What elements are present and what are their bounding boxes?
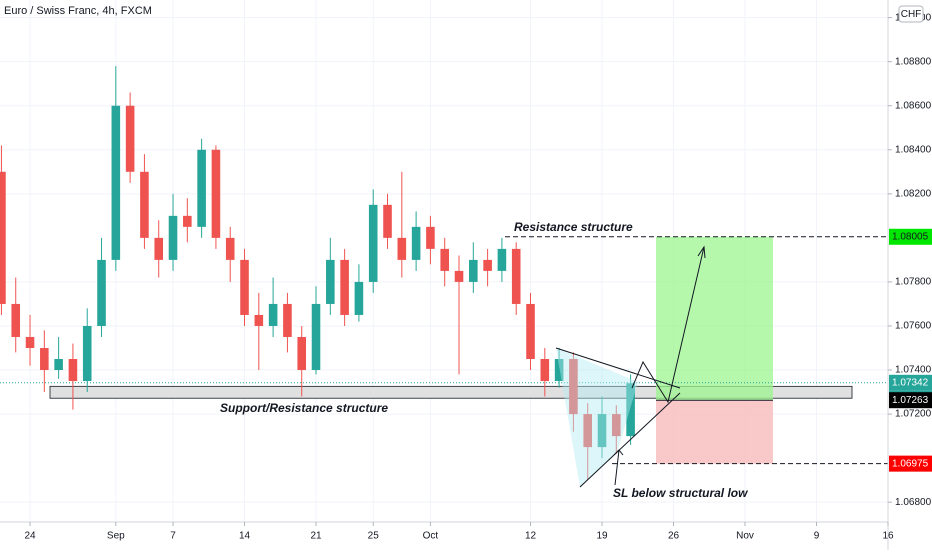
stop-label-bg: [889, 455, 932, 472]
candle-body: [526, 303, 535, 360]
y-tick-label: 1.08400: [895, 144, 932, 155]
candle-body: [0, 171, 6, 304]
candle-body: [569, 359, 578, 415]
candle-body: [368, 204, 378, 282]
candle-body: [454, 270, 464, 282]
candles: [0, 66, 635, 481]
candle-body: [268, 303, 278, 326]
annotation: Resistance structure: [514, 220, 633, 234]
projection-path: [631, 246, 705, 404]
candle-body: [311, 303, 321, 371]
candle-body: [483, 259, 492, 271]
candle-body: [383, 204, 392, 238]
candle-body: [354, 281, 364, 315]
candle-body: [426, 226, 435, 249]
candle-body: [583, 414, 592, 448]
stop-label: 1.06975: [892, 458, 929, 469]
y-tick-label: 1.08800: [895, 56, 932, 67]
candle-body: [440, 248, 450, 271]
pointer: [614, 449, 620, 486]
y-tick-label: 1.08200: [895, 188, 932, 199]
candle-body: [154, 237, 164, 260]
candle-body: [11, 303, 21, 337]
x-tick-label: Sep: [107, 531, 125, 542]
target-label-bg: [889, 228, 932, 245]
candle-body: [82, 325, 92, 382]
candle-body: [211, 149, 221, 238]
x-tick-label: 26: [668, 531, 680, 542]
candle-body: [97, 259, 106, 326]
candle-body: [254, 314, 264, 326]
annotation: Support/Resistance structure: [220, 401, 388, 415]
candle-body: [597, 414, 607, 448]
x-tick-label: 24: [24, 531, 36, 542]
arrow-head: [613, 449, 624, 456]
entry-label: 1.07263: [892, 395, 929, 406]
y-tick-label: 1.06800: [895, 497, 932, 508]
triangle-fill: [556, 348, 638, 487]
y-tick-label: 1.07800: [895, 277, 932, 288]
candle-body: [283, 303, 292, 337]
currency-label: CHF: [901, 9, 922, 20]
y-tick-label: 1.07600: [895, 321, 932, 332]
candle-body: [326, 259, 335, 304]
candle-body: [469, 259, 478, 282]
candle-body: [40, 348, 49, 371]
candle-body: [225, 237, 235, 260]
candle-body: [497, 248, 507, 271]
x-tick-label: Nov: [736, 531, 754, 542]
candle-body: [554, 359, 564, 382]
candle-body: [197, 149, 206, 227]
candle-body: [411, 226, 421, 260]
candle-body: [297, 336, 307, 371]
x-tick-label: 16: [882, 531, 894, 542]
arrow-head: [697, 245, 706, 259]
y-tick-label: 1.07200: [895, 409, 932, 420]
last-price-label-bg: [889, 374, 932, 391]
x-tick-label: 9: [814, 531, 820, 542]
candle-body: [183, 215, 192, 227]
candle-body: [140, 171, 149, 238]
candle-body: [626, 383, 635, 437]
trend-line: [555, 347, 681, 389]
x-tick-label: 19: [596, 531, 608, 542]
chart-title: Euro / Swiss Franc, 4h, FXCM: [4, 5, 152, 17]
x-tick-label: 25: [368, 531, 380, 542]
last-price-label: 1.07342: [892, 377, 929, 388]
y-tick-label: 1.07400: [895, 365, 932, 376]
x-tick-label: Oct: [423, 531, 439, 542]
candle-body: [168, 215, 178, 260]
candle-body: [540, 359, 550, 382]
candle-body: [111, 105, 121, 260]
candle-body: [54, 359, 63, 371]
candle-body: [25, 336, 35, 348]
zones: [0, 236, 888, 465]
target-label: 1.08005: [892, 231, 929, 242]
profit-zone: [656, 236, 773, 401]
x-tick-label: 14: [239, 531, 251, 542]
entry-label-bg: [889, 392, 932, 409]
trend-line: [579, 392, 681, 488]
candle-body: [397, 237, 407, 260]
candle-body: [612, 414, 621, 437]
candle-body: [240, 259, 249, 315]
candle-body: [125, 105, 135, 172]
x-tick-label: 21: [310, 531, 322, 542]
loss-zone: [656, 400, 773, 464]
candle-body: [511, 248, 521, 304]
candle-body: [340, 259, 349, 315]
x-tick-label: 12: [525, 531, 537, 542]
y-tick-label: 1.08600: [895, 100, 932, 111]
drawings: [555, 245, 706, 488]
x-tick-label: 7: [170, 531, 176, 542]
candle-body: [68, 359, 78, 382]
annotation: SL below structural low: [613, 486, 748, 500]
currency-button[interactable]: [898, 5, 924, 23]
support-zone: [49, 385, 853, 399]
